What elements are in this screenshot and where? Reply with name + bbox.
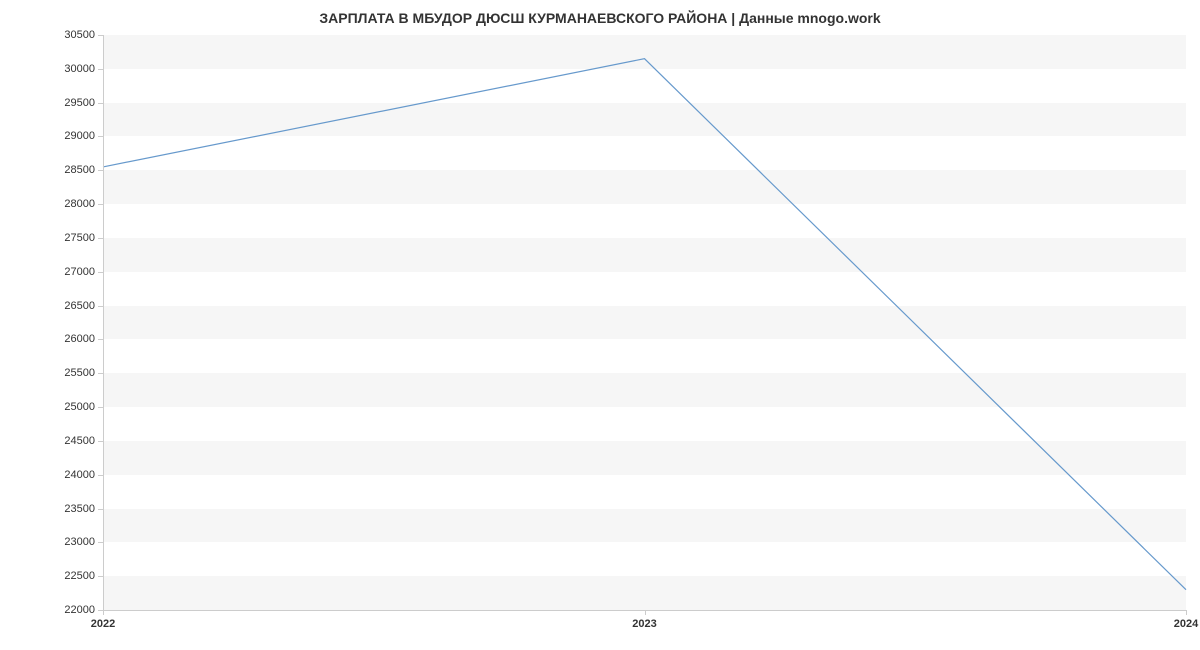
x-axis-line bbox=[103, 610, 1186, 611]
chart-container: ЗАРПЛАТА В МБУДОР ДЮСШ КУРМАНАЕВСКОГО РА… bbox=[0, 0, 1200, 650]
y-axis-line bbox=[103, 35, 104, 610]
xtick-mark bbox=[1186, 610, 1187, 615]
data-line bbox=[103, 59, 1186, 590]
line-layer bbox=[103, 35, 1186, 610]
plot-area: 2200022500230002350024000245002500025500… bbox=[103, 35, 1186, 610]
chart-title: ЗАРПЛАТА В МБУДОР ДЮСШ КУРМАНАЕВСКОГО РА… bbox=[0, 10, 1200, 26]
